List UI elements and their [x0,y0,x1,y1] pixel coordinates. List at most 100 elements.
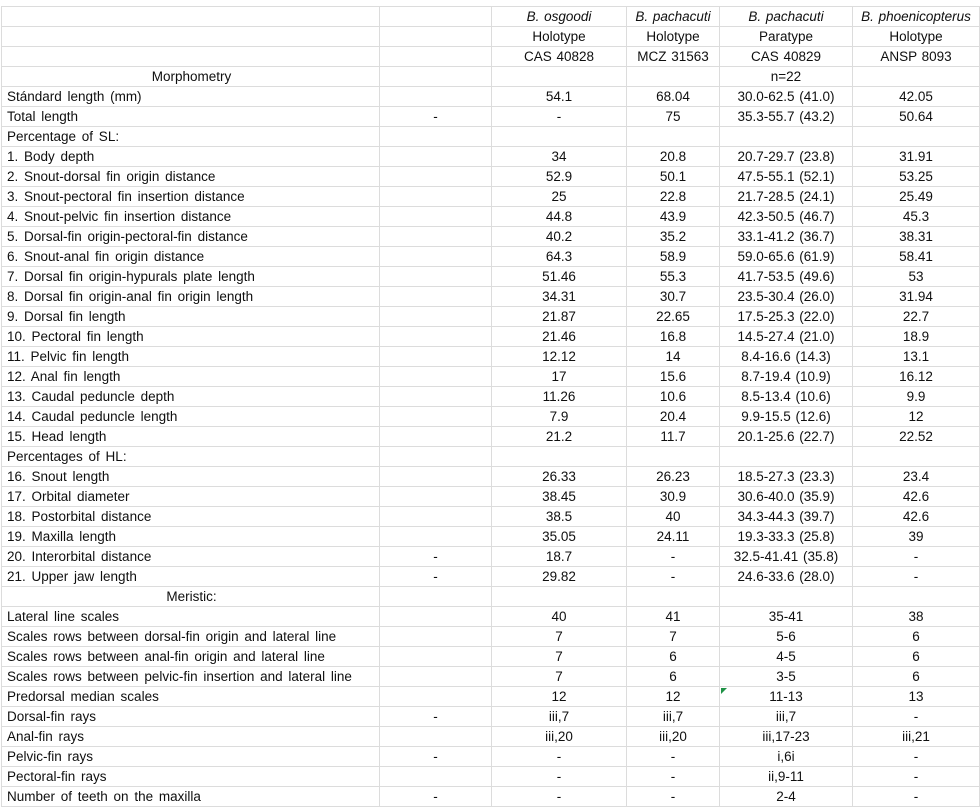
specimen-type-cell[interactable]: Holotype [491,26,627,47]
data-cell[interactable] [852,126,980,147]
dash-column-cell[interactable] [379,266,492,287]
data-cell[interactable]: 59.0-65.6 (61.9) [719,246,853,267]
data-cell[interactable]: 25.49 [852,186,980,207]
data-cell[interactable]: 52.9 [491,166,627,187]
row-label-cell[interactable]: Pectoral-fin rays [1,766,380,787]
data-cell[interactable]: - [852,546,980,567]
data-cell[interactable] [491,446,627,467]
row-label-cell[interactable]: 18. Postorbital distance [1,506,380,527]
dash-column-cell[interactable] [379,226,492,247]
data-cell[interactable]: 22.65 [626,306,720,327]
data-cell[interactable]: 20.4 [626,406,720,427]
row-label-cell[interactable]: 5. Dorsal-fin origin-pectoral-fin distan… [1,226,380,247]
data-cell[interactable]: 18.9 [852,326,980,347]
data-cell[interactable]: 12 [491,686,627,707]
data-cell[interactable]: 42.6 [852,486,980,507]
data-cell[interactable]: 7 [491,646,627,667]
data-cell[interactable]: 15.6 [626,366,720,387]
dash-column-cell[interactable] [379,366,492,387]
blank-cell[interactable] [491,66,627,87]
specimen-type-cell[interactable]: Holotype [626,26,720,47]
data-cell[interactable]: 32.5-41.41 (35.8) [719,546,853,567]
data-cell[interactable]: iii,20 [491,726,627,747]
data-cell[interactable]: 6 [852,626,980,647]
data-cell[interactable]: 21.2 [491,426,627,447]
data-cell[interactable]: 42.3-50.5 (46.7) [719,206,853,227]
data-cell[interactable]: 7.9 [491,406,627,427]
dash-column-cell[interactable] [379,146,492,167]
blank-cell[interactable] [852,66,980,87]
row-label-cell[interactable]: Percentage of SL: [1,126,380,147]
species-name-cell[interactable]: B. osgoodi [491,6,627,27]
species-name-cell[interactable]: B. pachacuti [626,6,720,27]
data-cell[interactable]: 29.82 [491,566,627,587]
data-cell[interactable]: 11.7 [626,426,720,447]
data-cell[interactable] [491,586,627,607]
data-cell[interactable]: 50.1 [626,166,720,187]
dash-column-cell[interactable] [379,666,492,687]
blank-cell[interactable] [1,46,380,67]
dash-column-cell[interactable] [379,346,492,367]
data-cell[interactable] [626,586,720,607]
data-cell[interactable]: 24.6-33.6 (28.0) [719,566,853,587]
data-cell[interactable]: 53.25 [852,166,980,187]
data-cell[interactable]: - [852,766,980,787]
dash-column-cell[interactable] [379,206,492,227]
data-cell[interactable]: 31.91 [852,146,980,167]
data-cell[interactable]: 2-4 [719,786,853,807]
data-cell[interactable]: - [852,746,980,767]
data-cell[interactable]: 6 [626,666,720,687]
data-cell[interactable]: 14.5-27.4 (21.0) [719,326,853,347]
data-cell[interactable]: 55.3 [626,266,720,287]
data-cell[interactable]: iii,7 [491,706,627,727]
data-cell[interactable]: 5-6 [719,626,853,647]
row-label-cell[interactable]: 2. Snout-dorsal fin origin distance [1,166,380,187]
data-cell[interactable]: 42.6 [852,506,980,527]
data-cell[interactable]: 40 [626,506,720,527]
data-cell[interactable] [626,446,720,467]
data-cell[interactable]: 24.11 [626,526,720,547]
blank-cell[interactable] [379,6,492,27]
dash-column-cell[interactable] [379,766,492,787]
row-label-cell[interactable]: 14. Caudal peduncle length [1,406,380,427]
data-cell[interactable]: 22.7 [852,306,980,327]
data-cell[interactable]: 50.64 [852,106,980,127]
data-cell[interactable]: 40 [491,606,627,627]
data-cell[interactable]: iii,21 [852,726,980,747]
row-label-cell[interactable]: 7. Dorsal fin origin-hypurals plate leng… [1,266,380,287]
data-cell[interactable]: 16.12 [852,366,980,387]
blank-cell[interactable] [626,66,720,87]
row-label-cell[interactable]: 15. Head length [1,426,380,447]
data-cell[interactable]: 38.45 [491,486,627,507]
data-cell[interactable]: 41.7-53.5 (49.6) [719,266,853,287]
data-cell[interactable]: 35.2 [626,226,720,247]
data-cell[interactable]: 42.05 [852,86,980,107]
blank-cell[interactable] [379,66,492,87]
specimen-type-cell[interactable]: Paratype [719,26,853,47]
dash-column-cell[interactable]: - [379,746,492,767]
data-cell[interactable]: 45.3 [852,206,980,227]
row-label-cell[interactable]: Scales rows between anal-fin origin and … [1,646,380,667]
data-cell[interactable]: 35.05 [491,526,627,547]
data-cell[interactable]: 11.26 [491,386,627,407]
data-cell[interactable]: 6 [626,646,720,667]
data-cell[interactable]: 22.52 [852,426,980,447]
data-cell[interactable]: 13.1 [852,346,980,367]
row-label-cell[interactable]: Anal-fin rays [1,726,380,747]
data-cell[interactable]: 18.5-27.3 (23.3) [719,466,853,487]
data-cell[interactable] [852,446,980,467]
data-cell[interactable]: 23.5-30.4 (26.0) [719,286,853,307]
data-cell[interactable]: 19.3-33.3 (25.8) [719,526,853,547]
data-cell[interactable]: 33.1-41.2 (36.7) [719,226,853,247]
blank-cell[interactable] [1,26,380,47]
data-cell[interactable]: 3-5 [719,666,853,687]
catalog-number-cell[interactable]: ANSP 8093 [852,46,980,67]
row-label-cell[interactable]: 4. Snout-pelvic fin insertion distance [1,206,380,227]
row-label-cell[interactable]: Dorsal-fin rays [1,706,380,727]
data-cell[interactable]: iii,7 [719,706,853,727]
data-cell[interactable]: 9.9 [852,386,980,407]
dash-column-cell[interactable] [379,446,492,467]
data-cell[interactable]: 21.46 [491,326,627,347]
catalog-number-cell[interactable]: MCZ 31563 [626,46,720,67]
data-cell[interactable]: 58.9 [626,246,720,267]
